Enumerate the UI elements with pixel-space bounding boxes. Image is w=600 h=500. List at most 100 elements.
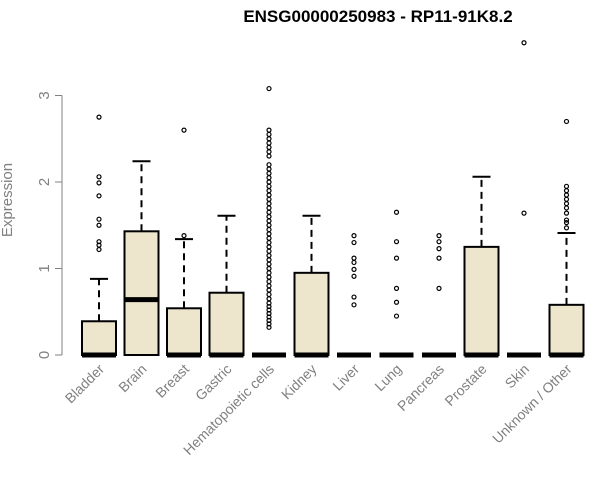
- outlier-point: [266, 283, 272, 289]
- outlier-point: [393, 255, 400, 261]
- outlier-point: [266, 127, 272, 133]
- outlier-point: [351, 259, 357, 266]
- outlier-point: [393, 209, 400, 215]
- outlier-point: [266, 257, 272, 263]
- outlier-point: [266, 205, 272, 211]
- box-rect: [463, 245, 500, 356]
- x-tick-label: Unknown / Other: [489, 361, 575, 447]
- box-group: [252, 85, 286, 358]
- outlier-point: [351, 233, 357, 239]
- box-group: [208, 214, 245, 358]
- chart-title: ENSG00000250983 - RP11-91K8.2: [243, 7, 512, 26]
- x-tick-label: Lung: [371, 361, 404, 394]
- outlier-point: [266, 226, 272, 233]
- x-tick-label: Prostate: [441, 361, 489, 409]
- outlier-point: [563, 205, 570, 211]
- box-group: [422, 233, 456, 358]
- outlier-point: [436, 239, 442, 245]
- x-tick-label: Skin: [502, 361, 533, 392]
- box-group: [507, 40, 541, 358]
- outlier-point: [266, 153, 272, 159]
- y-tick-label: 1: [36, 264, 53, 272]
- outlier-point: [393, 313, 400, 319]
- outlier-point: [436, 255, 442, 261]
- outlier-point: [266, 170, 272, 176]
- outlier-point: [563, 196, 570, 202]
- outlier-point: [266, 201, 272, 207]
- outlier-point: [563, 118, 570, 125]
- outlier-point: [266, 252, 272, 259]
- outlier-point: [521, 40, 527, 46]
- outlier-point: [96, 193, 102, 199]
- outlier-point: [563, 210, 570, 216]
- outlier-point: [266, 196, 272, 202]
- outlier-point: [181, 127, 187, 133]
- y-tick-label: 3: [36, 91, 53, 99]
- outlier-point: [351, 302, 357, 308]
- outlier-point: [266, 296, 272, 302]
- outlier-point: [266, 235, 272, 241]
- outlier-point: [563, 201, 570, 207]
- outlier-point: [266, 231, 272, 237]
- outlier-point: [266, 209, 272, 215]
- box-group: [166, 127, 202, 358]
- outlier-point: [181, 233, 187, 239]
- x-tick-label: Liver: [329, 361, 362, 394]
- outlier-point: [266, 149, 272, 155]
- outlier-point: [436, 233, 442, 239]
- outlier-point: [96, 222, 102, 228]
- outlier-point: [266, 175, 272, 181]
- outlier-point: [96, 239, 102, 245]
- box-group: [548, 118, 585, 358]
- box-group: [463, 175, 500, 358]
- y-tick-label: 0: [36, 351, 53, 359]
- outlier-point: [96, 174, 102, 180]
- y-tick-label: 2: [36, 178, 53, 186]
- outlier-point: [351, 294, 357, 300]
- x-tick-label: Bladder: [62, 361, 108, 407]
- outlier-point: [266, 270, 272, 276]
- outlier-point: [266, 239, 272, 246]
- outlier-point: [266, 248, 272, 254]
- outlier-point: [266, 136, 272, 142]
- outlier-point: [266, 166, 272, 172]
- outlier-point: [266, 244, 272, 250]
- box-rect: [166, 307, 202, 357]
- outlier-point: [563, 220, 570, 226]
- outlier-point: [351, 273, 357, 279]
- outlier-point: [96, 180, 102, 186]
- box-group: [81, 114, 117, 358]
- outlier-point: [436, 285, 442, 291]
- outlier-point: [266, 287, 272, 293]
- outlier-point: [266, 274, 272, 280]
- outlier-point: [266, 214, 272, 220]
- outlier-point: [393, 285, 400, 291]
- box-rect: [548, 303, 585, 356]
- y-axis-label: Expression: [0, 163, 16, 237]
- boxes-layer: [81, 40, 585, 358]
- outlier-point: [266, 265, 272, 272]
- box-group: [337, 233, 371, 358]
- box-group: [293, 214, 330, 358]
- outlier-point: [266, 179, 272, 185]
- outlier-point: [96, 114, 102, 120]
- outlier-point: [266, 261, 272, 267]
- x-tick-label: Breast: [152, 361, 192, 401]
- outlier-point: [266, 278, 272, 285]
- box-group: [379, 209, 414, 358]
- outlier-point: [351, 255, 357, 261]
- outlier-point: [563, 225, 570, 231]
- y-axis: 0 1 2 3: [36, 91, 63, 359]
- outlier-point: [351, 239, 357, 246]
- outlier-point: [351, 266, 357, 272]
- x-tick-label: Kidney: [278, 361, 320, 403]
- outlier-point: [393, 239, 400, 245]
- outlier-point: [266, 183, 272, 189]
- outlier-point: [96, 216, 102, 222]
- outlier-point: [563, 183, 570, 189]
- outlier-point: [266, 188, 272, 194]
- outlier-point: [266, 192, 272, 198]
- box-rect: [208, 291, 245, 356]
